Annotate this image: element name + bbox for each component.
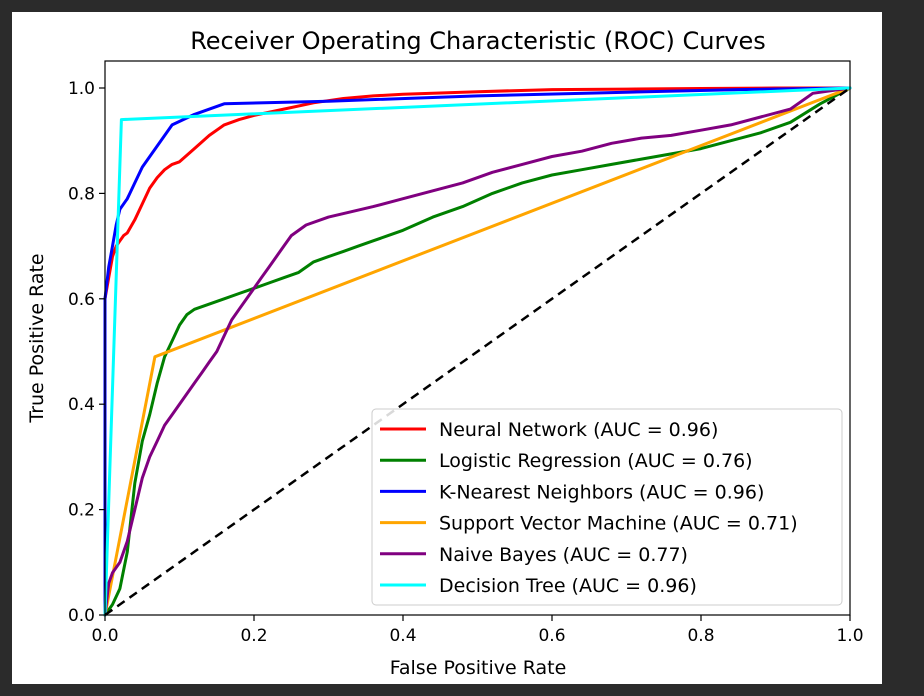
series-line-3 [103, 86, 852, 617]
x-tick-label: 1.0 [836, 626, 863, 646]
series-line-1 [103, 86, 852, 617]
series-line-0 [103, 86, 852, 617]
figure: Receiver Operating Characteristic (ROC) … [12, 12, 882, 684]
legend-label-3: Support Vector Machine (AUC = 0.71) [439, 513, 798, 535]
legend: Neural Network (AUC = 0.96) Logistic Regr… [371, 408, 843, 606]
x-tick-label: 0.4 [389, 626, 416, 646]
roc-chart: Receiver Operating Characteristic (ROC) … [26, 27, 864, 679]
reference-diagonal-line [104, 86, 851, 617]
y-axis-label: True Positive Rate [26, 253, 48, 423]
axes-frame [104, 60, 851, 616]
series-line-4 [103, 86, 852, 617]
chart-title: Receiver Operating Characteristic (ROC) … [190, 27, 766, 55]
legend-label-0: Neural Network (AUC = 0.96) [439, 419, 718, 441]
x-tick-label: 0.2 [240, 626, 267, 646]
legend-label-4: Naive Bayes (AUC = 0.77) [439, 544, 688, 566]
y-tick-label: 0.6 [68, 290, 95, 310]
x-tick-label: 0.6 [538, 626, 565, 646]
x-axis-label: False Positive Rate [390, 657, 567, 679]
series-line-2 [103, 86, 852, 617]
x-tick-label: 0.8 [687, 626, 714, 646]
x-tick-label: 0.0 [91, 626, 118, 646]
y-tick-label: 0.2 [68, 501, 95, 521]
y-tick-label: 0.0 [68, 606, 95, 626]
y-tick-label: 0.4 [68, 395, 95, 415]
y-tick-label: 1.0 [68, 79, 95, 99]
series-line-5 [103, 86, 852, 617]
tick-marks: 0.0 0.2 0.4 0.6 0.8 1.0 0.0 0.2 0.4 0.6 0.8 1.0 [68, 79, 864, 646]
legend-label-2: K-Nearest Neighbors (AUC = 0.96) [439, 481, 764, 503]
legend-box [371, 408, 843, 606]
y-tick-label: 0.8 [68, 184, 95, 204]
legend-label-1: Logistic Regression (AUC = 0.76) [439, 450, 753, 472]
plot-area [103, 86, 852, 617]
legend-label-5: Decision Tree (AUC = 0.96) [439, 575, 697, 597]
